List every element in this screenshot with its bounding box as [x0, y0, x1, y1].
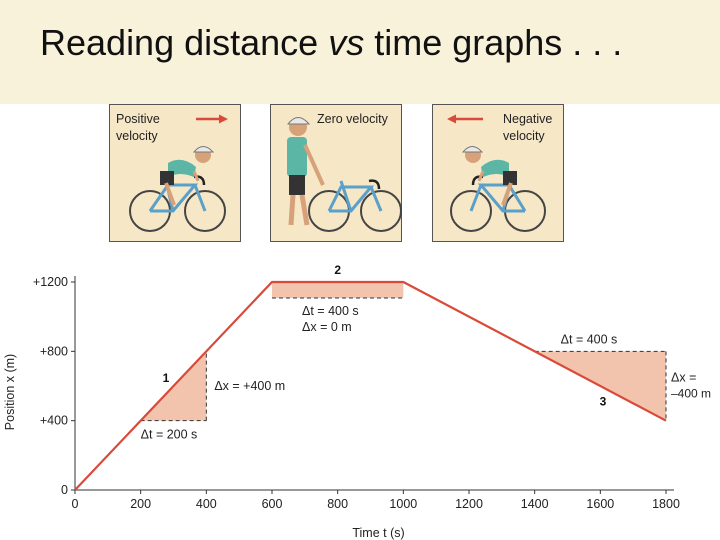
- panel-negative-label: Negative velocity: [503, 111, 552, 145]
- panel-zero-line1: Zero velocity: [317, 112, 388, 126]
- tick-layer: 0 200 400 600 800 1000 1200 1400 1600 1800 0 +400 +8…: [33, 275, 680, 511]
- dashed-guide-layer: [140, 297, 667, 422]
- segment-label-2: 2: [334, 263, 341, 277]
- dt-label-segment-1: Δt = 200 s: [141, 428, 198, 442]
- x-tick-label: 0: [72, 497, 79, 511]
- x-tick-label: 800: [327, 497, 348, 511]
- panel-positive-line2: velocity: [116, 129, 158, 143]
- panel-zero-velocity: Zero velocity: [270, 104, 402, 242]
- panel-negative-line1: Negative: [503, 112, 553, 126]
- y-tick-label: 0: [61, 483, 68, 497]
- x-tick-label: 1600: [586, 497, 614, 511]
- y-axis-title: Position x (m): [3, 354, 17, 430]
- y-tick-label: +800: [40, 344, 68, 358]
- band-segment-2: [272, 282, 404, 298]
- panel-zero-label: Zero velocity: [317, 111, 388, 128]
- y-tick-label: +1200: [33, 275, 68, 289]
- x-tick-label: 1800: [652, 497, 680, 511]
- title-rest: time graphs . . .: [364, 22, 623, 63]
- title-vs: vs: [328, 22, 365, 63]
- series-line: [74, 280, 667, 491]
- panel-positive-velocity: Positive velocity: [109, 104, 241, 242]
- dx-label-segment-2: Δx = 0 m: [302, 320, 352, 334]
- dt-label-segment-3: Δt = 400 s: [561, 332, 618, 346]
- cyclist-right-illustration: [129, 114, 228, 232]
- x-tick-label: 400: [196, 497, 217, 511]
- panel-negative-velocity: Negative velocity: [432, 104, 564, 242]
- title-main: Reading distance: [40, 22, 329, 63]
- panel-negative-line2: velocity: [503, 129, 545, 143]
- x-tick-label: 600: [262, 497, 283, 511]
- x-tick-label: 1200: [455, 497, 483, 511]
- dt-label-segment-2: Δt = 400 s: [302, 304, 359, 318]
- dx-label-segment-3-line2: –400 m: [671, 386, 711, 400]
- x-tick-label: 200: [130, 497, 151, 511]
- dx-label-segment-3-line1: Δx =: [671, 370, 696, 384]
- panel-positive-label: Positive velocity: [116, 111, 160, 145]
- x-axis-title: Time t (s): [352, 526, 404, 540]
- x-tick-label: 1400: [521, 497, 549, 511]
- cyclist-left-illustration: [447, 114, 546, 232]
- page-title: Reading distance vs time graphs . . .: [40, 22, 622, 64]
- panel-positive-line1: Positive: [116, 112, 160, 126]
- x-tick-label: 1000: [389, 497, 417, 511]
- segment-label-1: 1: [163, 371, 170, 385]
- y-tick-label: +400: [40, 414, 68, 428]
- title-bar: Reading distance vs time graphs . . .: [0, 0, 720, 104]
- cyclist-standing-illustration: [286, 117, 402, 232]
- annotation-layer: Δt = 200 s Δx = +400 m 1 Δt = 400 s Δx = 0 m…: [141, 263, 711, 442]
- position-time-chart: 0 200 400 600 800 1000 1200 1400 1600 1800 0 +400 +8…: [3, 263, 711, 540]
- dx-label-segment-1: Δx = +400 m: [214, 379, 285, 393]
- segment-label-3: 3: [600, 394, 607, 408]
